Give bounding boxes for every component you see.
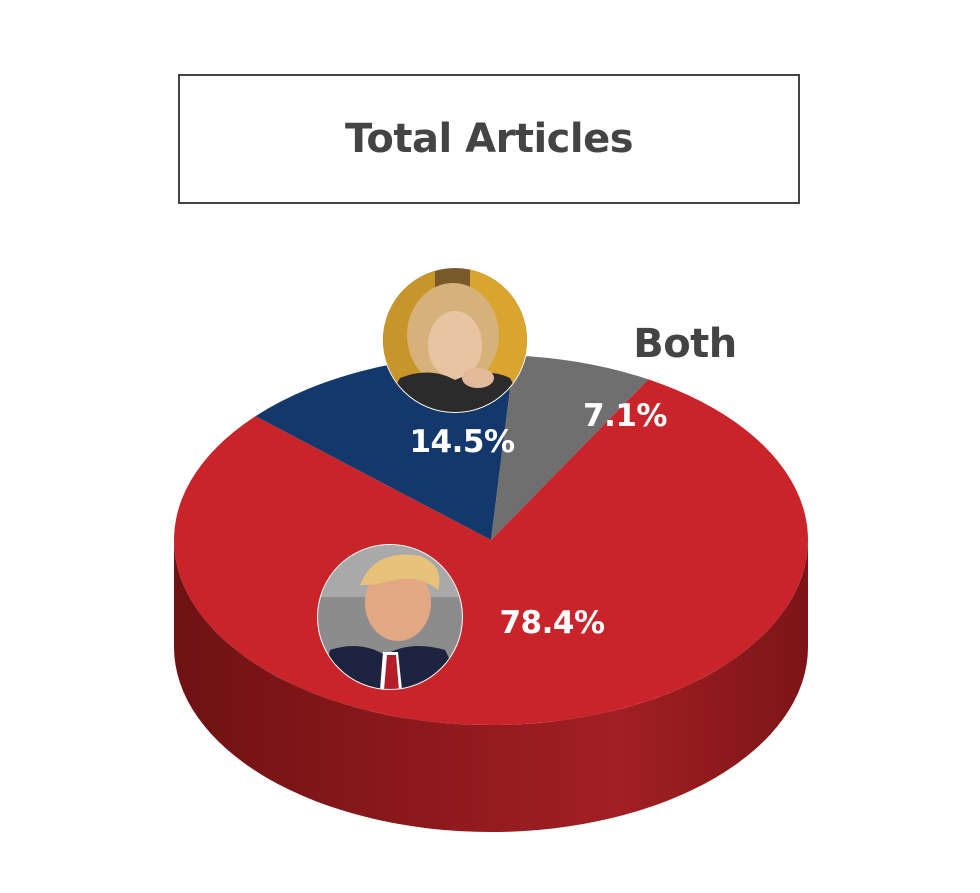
pie-slices — [174, 355, 809, 726]
trump-portrait-icon — [317, 544, 463, 690]
slice-name-both: Both — [633, 321, 737, 367]
pie-side-wall — [174, 540, 808, 832]
chart-title-box: Total Articles — [178, 74, 800, 204]
pie-slice-both — [491, 355, 649, 540]
chart-title: Total Articles — [344, 116, 634, 162]
slice-label-trump: 78.4% — [499, 605, 604, 641]
slice-label-clinton: 14.5% — [409, 424, 514, 460]
slice-label-both: 7.1% — [583, 398, 667, 434]
